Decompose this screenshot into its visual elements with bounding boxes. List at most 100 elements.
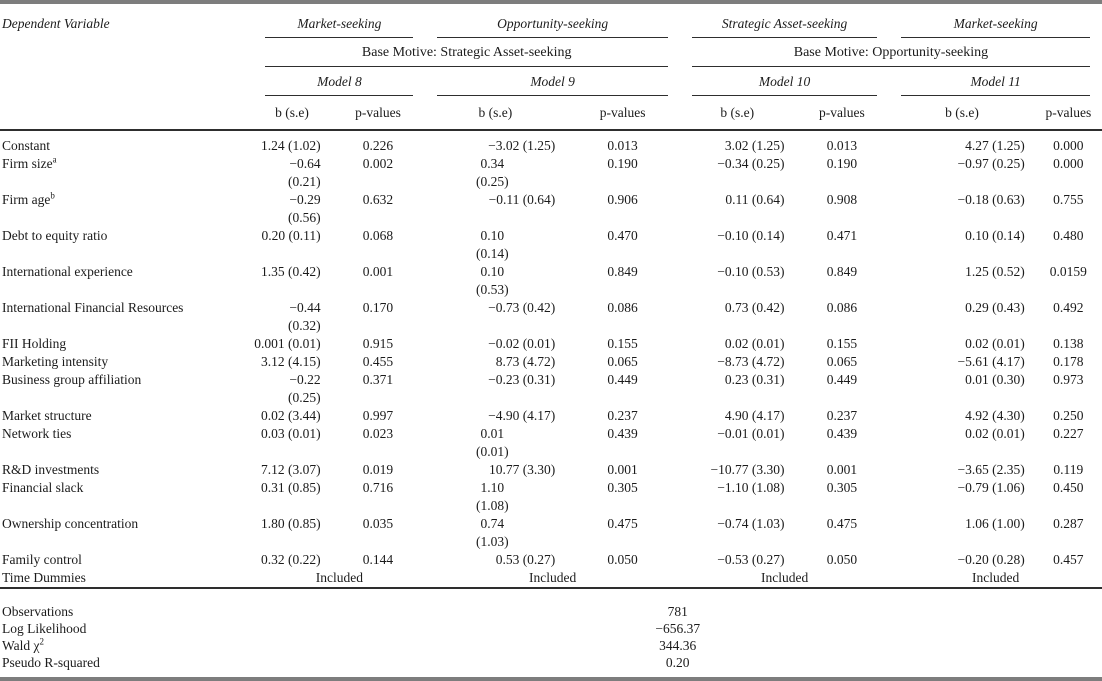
row-label: Ownership concentration: [2, 516, 139, 531]
p-value-cell: 0.371: [362, 372, 394, 387]
row-label: R&D investments: [2, 462, 100, 477]
p-value-cell: 0.068: [362, 228, 394, 243]
coef-cell: −0.01 (0.01): [717, 426, 785, 441]
stats-row: Wald χ2 344.36: [0, 637, 1102, 654]
p-value-cell: 0.002: [362, 156, 394, 171]
coef-cell: 0.03 (0.01): [260, 426, 321, 441]
coef-cell: 0.01 (0.30): [965, 372, 1025, 387]
p-value-cell: 0.190: [826, 156, 858, 171]
coef-cell: 0.02 (0.01): [965, 336, 1025, 351]
coef-cell: −0.44 (0.32): [287, 300, 321, 333]
p-value-cell: 0.119: [1053, 462, 1084, 477]
model-9-header: Model 9: [425, 67, 680, 96]
row-label: Constant: [2, 138, 51, 153]
p-value-cell: 0.471: [826, 228, 858, 243]
coef-cell: 0.01 (0.01): [476, 426, 509, 459]
coef-cell: 1.25 (0.52): [965, 264, 1025, 279]
p-value-cell: 0.480: [1053, 228, 1084, 243]
coef-cell: 0.02 (3.44): [260, 408, 321, 423]
b-se-column-label: b (s.e): [679, 96, 795, 131]
regression-results-table: Dependent Variable Market-seeking Opport…: [0, 4, 1102, 677]
coef-cell: −0.10 (0.53): [717, 264, 785, 279]
coef-cell: 0.32 (0.22): [260, 552, 321, 567]
stats-label: Pseudo R-squared: [2, 655, 100, 670]
p-value-cell: 0.973: [1053, 372, 1084, 387]
coef-cell: 0.31 (0.85): [260, 480, 321, 495]
p-value-cell: 0.138: [1053, 336, 1084, 351]
coef-cell: 0.10 (0.14): [476, 228, 509, 261]
stats-body: Observations 781 Log Likelihood −656.37 Wald…: [0, 588, 1102, 677]
p-value-cell: 0.716: [362, 480, 394, 495]
p-value-cell: 0.455: [362, 354, 394, 369]
p-value-cell: 0.035: [362, 516, 394, 531]
table-row: Ownership concentration 1.80 (0.85) 0.035 0…: [0, 515, 1102, 551]
dv-group-4-label: Market-seeking: [901, 4, 1090, 38]
p-value-cell: 0.305: [607, 480, 638, 495]
row-label: Firm ageb: [2, 190, 55, 207]
p-value-cell: 0.170: [362, 300, 394, 315]
coef-cell: 0.001 (0.01): [254, 336, 321, 351]
coef-cell: −0.11 (0.64): [488, 192, 556, 207]
row-label: Family control: [2, 552, 82, 567]
coef-cell: −10.77 (3.30): [710, 462, 785, 477]
p-value-cell: 0.0159: [1049, 264, 1087, 279]
dv-group-4: Market-seeking: [889, 4, 1102, 38]
model-9-label: Model 9: [437, 67, 668, 96]
p-value-cell: 0.450: [1053, 480, 1084, 495]
base-motive-2-label: Base Motive: Opportunity-seeking: [691, 38, 1090, 67]
coef-cell: −0.53 (0.27): [717, 552, 785, 567]
stats-value: 781: [667, 604, 688, 619]
dependent-variable-label: Dependent Variable: [2, 16, 110, 31]
base-motive-2: Base Motive: Opportunity-seeking: [680, 38, 1102, 67]
p-value-cell: 0.287: [1053, 516, 1084, 531]
coef-cell: −0.73 (0.42): [488, 300, 556, 315]
b-se-column-label: b (s.e): [889, 96, 1035, 131]
dv-group-2-label: Opportunity-seeking: [437, 4, 668, 38]
row-label: Debt to equity ratio: [2, 228, 108, 243]
p-value-cell: 0.155: [607, 336, 638, 351]
base-motive-1-label: Base Motive: Strategic Asset-seeking: [265, 38, 668, 67]
p-value-cell: 0.001: [826, 462, 858, 477]
coef-cell: −0.02 (0.01): [488, 336, 556, 351]
p-value-cell: 0.632: [362, 192, 394, 207]
table-row: Debt to equity ratio 0.20 (0.11) 0.068 0.10…: [0, 227, 1102, 263]
coef-cell: 0.73 (0.42): [724, 300, 785, 315]
table-row: Constant 1.24 (1.02) 0.226 −3.02 (1.25) 0.01…: [0, 130, 1102, 155]
p-value-cell: 0.915: [362, 336, 394, 351]
coef-cell: 0.74 (1.03): [476, 516, 509, 549]
table-row: Family control 0.32 (0.22) 0.144 0.53 (0.27…: [0, 551, 1102, 569]
coef-cell: −0.64 (0.21): [287, 156, 321, 189]
coef-cell: 1.80 (0.85): [260, 516, 321, 531]
p-value-cell: 0.849: [607, 264, 638, 279]
coef-cell: 1.24 (1.02): [260, 138, 321, 153]
coef-cell: 3.02 (1.25): [724, 138, 785, 153]
coef-cell: 0.10 (0.14): [965, 228, 1025, 243]
coef-cell: −4.90 (4.17): [488, 408, 556, 423]
table-body: Constant 1.24 (1.02) 0.226 −3.02 (1.25) 0.01…: [0, 130, 1102, 588]
coef-cell: 1.10 (1.08): [476, 480, 509, 513]
coef-cell: −8.73 (4.72): [717, 354, 785, 369]
row-label: Financial slack: [2, 480, 84, 495]
row-label: Market structure: [2, 408, 92, 423]
table-row: International experience 1.35 (0.42) 0.001…: [0, 263, 1102, 299]
stats-value: 0.20: [665, 655, 690, 670]
coef-cell: −0.10 (0.14): [717, 228, 785, 243]
p-value-cell: 0.237: [607, 408, 638, 423]
dv-group-3-label: Strategic Asset-seeking: [691, 4, 878, 38]
coef-cell: 1.06 (1.00): [965, 516, 1025, 531]
p-value-cell: 0.050: [607, 552, 638, 567]
dv-group-3: Strategic Asset-seeking: [680, 4, 889, 38]
p-value-cell: 0.449: [826, 372, 858, 387]
p-value-cell: 0.065: [826, 354, 858, 369]
base-motive-row: Base Motive: Strategic Asset-seeking Bas…: [0, 38, 1102, 67]
bottom-double-rule: [0, 677, 1102, 681]
included-cell: Included: [760, 570, 809, 585]
coef-cell: 3.12 (4.15): [260, 354, 321, 369]
dv-group-1: Market-seeking: [253, 4, 425, 38]
p-value-cell: 0.449: [607, 372, 638, 387]
table-row: Marketing intensity 3.12 (4.15) 0.455 8.73 …: [0, 353, 1102, 371]
p-values-column-label: p-values: [1034, 96, 1102, 131]
coef-cell: 0.02 (0.01): [965, 426, 1025, 441]
stats-label: Observations: [2, 604, 74, 619]
model-10-header: Model 10: [680, 67, 889, 96]
